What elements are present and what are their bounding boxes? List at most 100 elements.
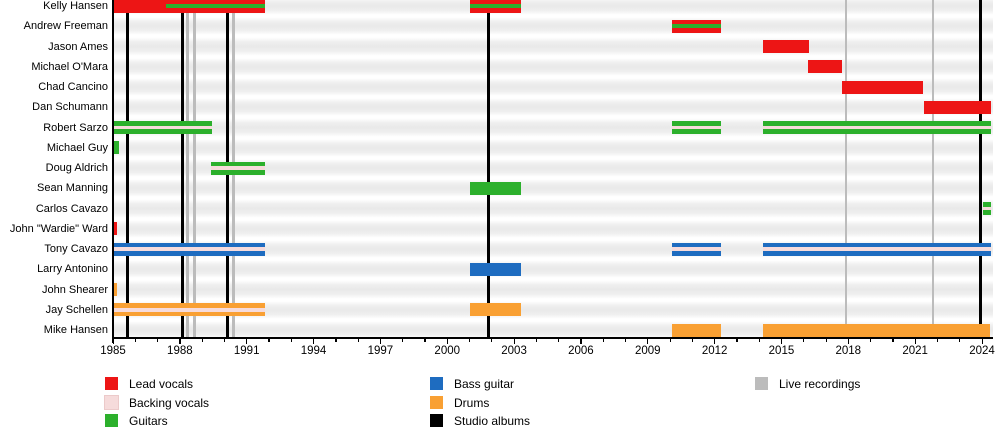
x-axis-major-tick bbox=[981, 337, 983, 344]
timeline-bar-drums bbox=[113, 283, 118, 296]
timeline-bar-lead_vocals bbox=[762, 40, 810, 53]
role-stripe-backing_vocals bbox=[762, 125, 991, 130]
x-axis-minor-tick bbox=[491, 337, 493, 342]
x-axis-tick-label: 1994 bbox=[300, 345, 327, 357]
member-name: Kelly Hansen bbox=[43, 0, 108, 12]
x-axis-minor-tick bbox=[134, 337, 136, 342]
row-band bbox=[112, 16, 993, 37]
x-axis-major-tick bbox=[914, 337, 916, 344]
live-recording-line bbox=[931, 0, 935, 337]
member-name: Jay Schellen bbox=[45, 303, 108, 316]
timeline-bar-guitars bbox=[469, 181, 521, 195]
role-stripe-backing_vocals bbox=[211, 166, 265, 170]
live-recording-line bbox=[193, 0, 196, 337]
member-name: Sean Manning bbox=[37, 182, 108, 195]
studio-album-line bbox=[125, 0, 129, 337]
row-band bbox=[112, 36, 993, 57]
x-axis-minor-tick bbox=[870, 337, 872, 342]
member-name: Mike Hansen bbox=[43, 324, 108, 336]
x-axis-major-tick bbox=[179, 337, 181, 344]
x-axis-tick-label: 1997 bbox=[367, 345, 394, 357]
x-axis-major-tick bbox=[446, 337, 448, 344]
timeline-bar-drums bbox=[469, 303, 521, 317]
x-axis-minor-tick bbox=[558, 337, 560, 342]
x-axis-minor-tick bbox=[602, 337, 604, 342]
row-band bbox=[112, 259, 993, 280]
x-axis-minor-tick bbox=[959, 337, 961, 342]
role-stripe-guitars bbox=[672, 24, 722, 29]
role-stripe-backing_vocals bbox=[672, 247, 722, 251]
x-axis-tick-label: 1991 bbox=[233, 345, 260, 357]
x-axis-minor-tick bbox=[402, 337, 404, 342]
row-band bbox=[112, 279, 993, 300]
x-axis-tick-label: 2012 bbox=[701, 345, 728, 357]
role-stripe-guitars bbox=[469, 4, 521, 8]
legend-label: Live recordings bbox=[779, 377, 861, 391]
drums-color-swatch bbox=[430, 395, 443, 409]
member-name: Tony Cavazo bbox=[44, 243, 108, 255]
row-band bbox=[112, 178, 993, 199]
x-axis-major-tick bbox=[112, 337, 114, 344]
row-band bbox=[112, 198, 993, 219]
member-name: Andrew Freeman bbox=[23, 20, 108, 33]
x-axis-tick-label: 2009 bbox=[634, 345, 661, 357]
member-name: John Shearer bbox=[41, 283, 108, 296]
x-axis-minor-tick bbox=[936, 337, 939, 342]
studio-album-line bbox=[180, 0, 184, 337]
row-band bbox=[112, 56, 993, 77]
x-axis-minor-tick bbox=[736, 337, 738, 342]
x-axis-major-tick bbox=[246, 337, 248, 344]
x-axis-minor-tick bbox=[624, 337, 627, 342]
x-axis-major-tick bbox=[379, 337, 382, 344]
x-axis-minor-tick bbox=[157, 337, 159, 342]
role-stripe-guitars bbox=[166, 4, 265, 8]
role-stripe-backing_vocals bbox=[113, 125, 213, 130]
studio-album-line bbox=[979, 0, 983, 337]
role-stripe-backing_vocals bbox=[762, 247, 991, 251]
x-axis-tick-label: 2003 bbox=[501, 345, 527, 357]
live-recordings-color-swatch bbox=[755, 377, 768, 390]
row-band bbox=[112, 97, 993, 118]
member-name: Carlos Cavazo bbox=[35, 202, 108, 215]
member-name: Michael Guy bbox=[46, 141, 108, 154]
x-axis-tick-label: 2000 bbox=[434, 345, 461, 357]
member-name: Chad Cancino bbox=[38, 81, 108, 93]
x-axis-minor-tick bbox=[424, 337, 426, 342]
chart-legend: Lead vocals Backing vocals Guitars Bass gui… bbox=[0, 368, 1000, 435]
x-axis-tick-label: 2006 bbox=[568, 345, 594, 357]
studio-albums-color-swatch bbox=[430, 414, 443, 427]
timeline-bar-drums bbox=[762, 323, 990, 337]
role-stripe-backing_vocals bbox=[983, 206, 991, 211]
x-axis-major-tick bbox=[513, 337, 515, 344]
x-axis-line bbox=[112, 337, 993, 339]
x-axis-minor-tick bbox=[290, 337, 292, 342]
x-axis-minor-tick bbox=[268, 337, 270, 342]
x-axis-minor-tick bbox=[469, 337, 471, 342]
legend-label: Studio albums bbox=[454, 414, 531, 428]
timeline-bar-lead_vocals bbox=[808, 60, 842, 74]
x-axis-minor-tick bbox=[335, 337, 337, 342]
row-band bbox=[112, 218, 993, 239]
x-axis-tick-label: 2021 bbox=[902, 345, 928, 357]
x-axis-minor-tick bbox=[223, 337, 226, 342]
x-axis-tick-label: 2024 bbox=[969, 345, 995, 357]
x-axis-minor-tick bbox=[669, 337, 671, 342]
x-axis-minor-tick bbox=[758, 337, 760, 342]
studio-album-line bbox=[486, 0, 490, 337]
timeline-bar-drums bbox=[672, 323, 722, 337]
legend-label: Lead vocals bbox=[129, 377, 194, 391]
role-stripe-backing_vocals bbox=[113, 247, 265, 251]
member-name: Jason Ames bbox=[48, 40, 108, 53]
x-axis-minor-tick bbox=[357, 337, 359, 342]
x-axis-major-tick bbox=[780, 337, 783, 344]
x-axis-tick-label: 2015 bbox=[768, 345, 795, 357]
x-axis-major-tick bbox=[580, 337, 582, 344]
member-name: Dan Schumann bbox=[32, 101, 108, 114]
timeline-bar-guitars bbox=[113, 141, 119, 155]
member-name: Michael O'Mara bbox=[31, 60, 108, 73]
x-axis-minor-tick bbox=[201, 337, 203, 342]
x-axis-tick-label: 2018 bbox=[835, 345, 862, 357]
x-axis-major-tick bbox=[313, 337, 315, 344]
role-stripe-backing_vocals bbox=[672, 125, 722, 130]
